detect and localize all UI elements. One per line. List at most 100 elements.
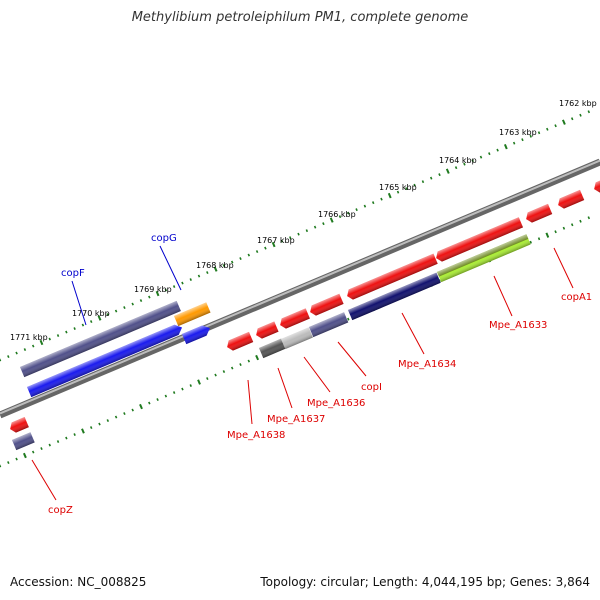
scale-tick [239, 257, 242, 261]
gene-feature-red[interactable] [592, 173, 600, 194]
scale-tick [239, 363, 242, 367]
gene-label-mpe_a1637: Mpe_A1637 [267, 414, 325, 425]
scale-tick [347, 317, 350, 321]
label-leader-lines [31, 245, 574, 501]
scale-tick [197, 274, 201, 278]
scale-tick [579, 219, 582, 223]
scale-label: 1767 kbp [257, 236, 295, 245]
scale-tick [89, 320, 93, 324]
gene-feature-red[interactable] [8, 416, 29, 434]
scale-tick [587, 110, 591, 114]
scale-tick [329, 217, 334, 223]
gene-feature-red[interactable] [345, 253, 438, 301]
scale-tick [97, 315, 102, 321]
scale-tick [23, 348, 27, 352]
scale-tick [371, 201, 375, 205]
scale-tick [255, 354, 260, 361]
scale-tick [570, 223, 574, 227]
gene-feature-red[interactable] [434, 217, 524, 263]
scale-tick [155, 290, 160, 297]
scale-tick [0, 464, 2, 468]
gene-feature-slate[interactable] [309, 312, 349, 338]
scale-tick [22, 452, 27, 459]
scale-label: 1771 kbp [10, 333, 48, 342]
gene-feature-red[interactable] [308, 293, 344, 317]
scale-tick [114, 309, 118, 313]
scale-tick [123, 412, 126, 416]
scale-tick [148, 401, 151, 405]
gene-label-copz: copZ [48, 505, 73, 516]
gene-label-copa1: copA1 [561, 292, 592, 303]
scale-tick [471, 159, 474, 163]
scale-tick [280, 239, 284, 243]
feature-track [8, 173, 600, 451]
scale-label: 1764 kbp [439, 156, 477, 165]
scale-tick [81, 428, 85, 434]
gene-feature-lime[interactable] [437, 234, 531, 283]
map-title: Methylibium petroleiphilum PM1, complete… [131, 10, 469, 25]
scale-tick [106, 419, 110, 423]
scale-tick [206, 271, 209, 275]
scale-tick [537, 131, 541, 135]
gene-feature-red[interactable] [254, 321, 279, 340]
gene-feature-red[interactable] [278, 308, 310, 330]
scale-tick [271, 241, 276, 248]
scale-tick [305, 229, 309, 233]
gene-feature-red[interactable] [524, 203, 553, 224]
gene-feature-blue[interactable] [27, 322, 184, 398]
scale-tick [73, 433, 76, 436]
scale-tick [429, 176, 433, 180]
scale-tick [139, 299, 143, 303]
scale-tick [570, 117, 574, 121]
scale-tick [40, 447, 43, 451]
scale-ticks-top [0, 110, 591, 362]
scale-tick [48, 337, 51, 341]
scale-tick [39, 339, 44, 346]
scale-tick [131, 302, 134, 306]
scale-tick [313, 225, 317, 229]
scale-label: 1770 kbp [72, 309, 110, 318]
scale-label: 1769 kbp [134, 285, 172, 294]
topology-text: Topology: circular; Length: 4,044,195 bp… [260, 575, 590, 589]
scale-tick [545, 232, 550, 238]
scale-label: 1766 kbp [318, 210, 356, 219]
scale-tick [554, 230, 557, 234]
scale-tick [561, 119, 566, 125]
gene-label-copi: copI [361, 382, 382, 393]
gene-feature-red[interactable] [225, 331, 254, 352]
scale-tick [189, 278, 192, 281]
scale-tick [264, 246, 267, 250]
scale-tick [156, 398, 159, 402]
scale-tick [230, 260, 234, 264]
scale-tick [537, 237, 541, 241]
gene-feature-copg[interactable] [174, 302, 211, 327]
accession-text: Accession: NC_008825 [10, 575, 147, 589]
scale-tick [496, 148, 499, 152]
gene-feature-copf[interactable] [20, 300, 181, 378]
gene-feature-navy[interactable] [348, 272, 441, 321]
gene-feature-slate[interactable] [12, 432, 35, 451]
scale-tick [445, 168, 450, 174]
scale-tick [363, 204, 367, 208]
scale-tick [15, 457, 18, 461]
scale-tick [7, 461, 10, 465]
leader-line-mpe_a1638 [247, 379, 253, 425]
gene-label-copf: copF [61, 268, 85, 279]
scale-tick [512, 141, 516, 145]
scale-tick [98, 422, 101, 426]
gene-feature-gray[interactable] [259, 338, 286, 359]
gene-feature-red[interactable] [556, 189, 585, 210]
scale-tick [438, 173, 441, 177]
scale-label: 1763 kbp [499, 128, 537, 137]
gene-label-mpe_a1636: Mpe_A1636 [307, 398, 365, 409]
scale-tick [380, 197, 383, 201]
scale-tick [579, 113, 582, 117]
scale-tick [89, 426, 93, 430]
gene-feature-blue-small[interactable] [182, 323, 212, 345]
scale-tick [587, 216, 591, 220]
scale-tick [413, 183, 416, 187]
leader-line-copf [71, 280, 87, 326]
leader-line-mpe_a1633 [493, 275, 513, 317]
gene-feature-gray-light[interactable] [281, 327, 313, 350]
